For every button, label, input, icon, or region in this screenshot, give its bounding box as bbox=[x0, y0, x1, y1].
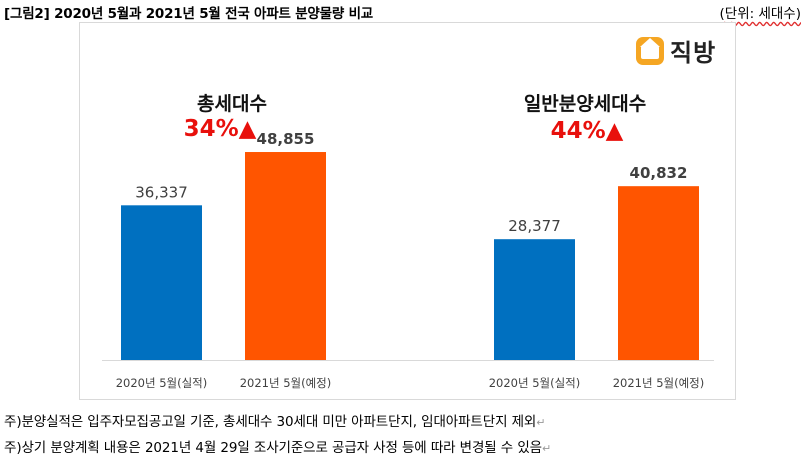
data-label-2-2: 40,832 bbox=[630, 164, 688, 182]
bar-chart: 36,337 2020년 5월(실적) 48,855 2021년 5월(예정) 28,3… bbox=[102, 130, 714, 390]
change-total: 34%▲ bbox=[183, 116, 257, 142]
logo-text: 직방 bbox=[670, 39, 717, 67]
x-tick-label-2-2: 2021년 5월(예정) bbox=[613, 376, 705, 390]
footnote-1: 주)분양실적은 입주자모집공고일 기준, 총세대수 30세대 미만 아파트단지,… bbox=[4, 414, 546, 430]
group-title-total: 총세대수 bbox=[197, 93, 267, 115]
x-tick-label-1-1: 2020년 5월(실적) bbox=[116, 376, 208, 390]
bar-2-2 bbox=[618, 186, 699, 360]
footnote-2: 주)상기 분양계획 내용은 2021년 4월 29일 조사기준으로 공급자 사정… bbox=[4, 440, 552, 456]
data-label-2-1: 28,377 bbox=[508, 217, 561, 235]
change-general: 44%▲ bbox=[550, 118, 624, 144]
figure-caption: [그림2] 2020년 5월과 2021년 5월 전국 아파트 분양물량 비교 bbox=[4, 6, 374, 22]
group-title-general: 일반분양세대수 bbox=[523, 93, 647, 115]
unit-label: (단위: 세대수) bbox=[719, 6, 801, 22]
data-label-1-2: 48,855 bbox=[257, 130, 315, 148]
chart-frame: 직방 총세대수 34%▲ 일반분양세대수 44%▲ 36,337 2020년 5월… bbox=[79, 22, 736, 400]
data-label-1-1: 36,337 bbox=[135, 183, 188, 201]
x-tick-label-2-1: 2020년 5월(실적) bbox=[489, 376, 581, 390]
bar-1-2 bbox=[245, 152, 326, 360]
zigbang-logo: 직방 bbox=[636, 33, 716, 68]
bar-2-1 bbox=[494, 239, 575, 360]
bar-1-1 bbox=[121, 205, 202, 360]
zigbang-house-icon bbox=[636, 36, 664, 65]
x-tick-label-1-2: 2021년 5월(예정) bbox=[240, 376, 332, 390]
